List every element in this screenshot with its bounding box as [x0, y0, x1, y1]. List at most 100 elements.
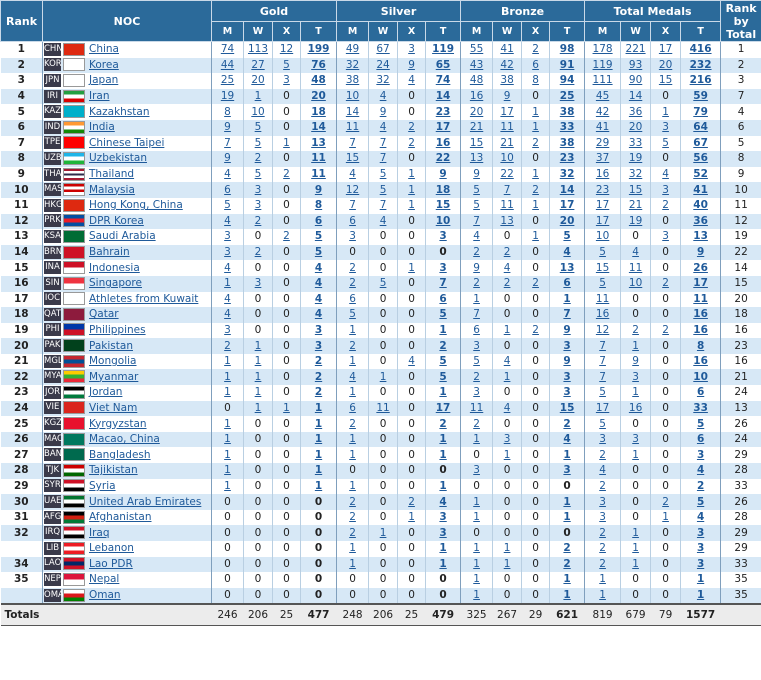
- medal-link[interactable]: 3: [439, 261, 447, 274]
- medal-link[interactable]: 1: [532, 105, 539, 118]
- medal-link[interactable]: 2: [283, 230, 290, 243]
- country-link[interactable]: Philippines: [89, 323, 146, 336]
- medal-link[interactable]: 10: [345, 90, 360, 103]
- medal-link[interactable]: 36: [628, 105, 643, 118]
- country-link[interactable]: Lao PDR: [89, 557, 133, 570]
- medal-link[interactable]: 232: [689, 58, 712, 71]
- medal-link[interactable]: 2: [349, 277, 356, 290]
- medal-link[interactable]: 1: [662, 105, 669, 118]
- medal-link[interactable]: 16: [595, 168, 610, 181]
- medal-link[interactable]: 3: [563, 464, 571, 477]
- medal-link[interactable]: 10: [595, 230, 610, 243]
- medal-link[interactable]: 3: [314, 323, 323, 336]
- medal-link[interactable]: 7: [503, 183, 511, 196]
- medal-link[interactable]: 6: [349, 292, 356, 305]
- medal-link[interactable]: 199: [307, 43, 330, 56]
- medal-link[interactable]: 41: [693, 183, 708, 196]
- medal-link[interactable]: 8: [696, 339, 705, 352]
- medal-link[interactable]: 33: [693, 401, 708, 414]
- medal-link[interactable]: 1: [254, 401, 262, 414]
- medal-link[interactable]: 13: [693, 230, 708, 243]
- medal-link[interactable]: 6: [696, 433, 705, 446]
- medal-link[interactable]: 4: [408, 355, 415, 368]
- medal-link[interactable]: 5: [473, 183, 480, 196]
- medal-link[interactable]: 4: [224, 308, 231, 321]
- medal-link[interactable]: 32: [345, 58, 360, 71]
- medal-link[interactable]: 2: [314, 386, 323, 399]
- medal-link[interactable]: 9: [224, 121, 231, 134]
- medal-link[interactable]: 3: [314, 339, 323, 352]
- medal-link[interactable]: 23: [595, 183, 610, 196]
- medal-link[interactable]: 22: [435, 152, 451, 165]
- medal-link[interactable]: 67: [693, 136, 708, 149]
- medal-link[interactable]: 11: [376, 401, 390, 414]
- medal-link[interactable]: 1: [254, 386, 262, 399]
- country-link[interactable]: Bahrain: [89, 246, 130, 259]
- medal-link[interactable]: 4: [563, 246, 571, 259]
- medal-link[interactable]: 16: [693, 355, 708, 368]
- medal-link[interactable]: 3: [563, 339, 571, 352]
- medal-link[interactable]: 42: [595, 105, 610, 118]
- medal-link[interactable]: 13: [311, 136, 326, 149]
- medal-link[interactable]: 4: [379, 121, 387, 134]
- medal-link[interactable]: 20: [469, 105, 484, 118]
- medal-link[interactable]: 2: [532, 43, 539, 56]
- medal-link[interactable]: 14: [628, 90, 643, 103]
- medal-link[interactable]: 19: [628, 214, 643, 227]
- medal-link[interactable]: 2: [532, 277, 539, 290]
- medal-link[interactable]: 17: [500, 105, 514, 118]
- medal-link[interactable]: 2: [563, 542, 571, 555]
- country-link[interactable]: Viet Nam: [89, 401, 138, 414]
- medal-link[interactable]: 1: [408, 168, 415, 181]
- medal-link[interactable]: 5: [379, 168, 387, 181]
- medal-link[interactable]: 7: [349, 199, 356, 212]
- medal-link[interactable]: 6: [563, 277, 571, 290]
- medal-link[interactable]: 14: [311, 121, 326, 134]
- medal-link[interactable]: 1: [314, 417, 323, 430]
- medal-link[interactable]: 3: [632, 433, 639, 446]
- medal-link[interactable]: 2: [662, 199, 669, 212]
- medal-link[interactable]: 8: [224, 105, 231, 118]
- medal-link[interactable]: 2: [314, 370, 323, 383]
- medal-link[interactable]: 3: [439, 526, 447, 539]
- medal-link[interactable]: 2: [563, 417, 571, 430]
- medal-link[interactable]: 20: [559, 214, 575, 227]
- medal-link[interactable]: 25: [220, 74, 235, 87]
- medal-link[interactable]: 1: [349, 323, 356, 336]
- medal-link[interactable]: 1: [314, 401, 323, 414]
- medal-link[interactable]: 14: [345, 105, 360, 118]
- medal-link[interactable]: 1: [408, 199, 415, 212]
- medal-link[interactable]: 5: [439, 308, 447, 321]
- medal-link[interactable]: 2: [349, 511, 356, 524]
- medal-link[interactable]: 16: [628, 401, 643, 414]
- medal-link[interactable]: 3: [473, 339, 480, 352]
- medal-link[interactable]: 7: [563, 308, 571, 321]
- medal-link[interactable]: 7: [439, 277, 447, 290]
- medal-link[interactable]: 90: [628, 74, 643, 87]
- medal-link[interactable]: 1: [532, 230, 539, 243]
- medal-link[interactable]: 4: [408, 74, 415, 87]
- medal-link[interactable]: 98: [559, 43, 575, 56]
- medal-link[interactable]: 5: [379, 183, 387, 196]
- medal-link[interactable]: 9: [439, 168, 447, 181]
- medal-link[interactable]: 2: [696, 479, 705, 492]
- medal-link[interactable]: 3: [473, 386, 480, 399]
- medal-link[interactable]: 64: [693, 121, 708, 134]
- medal-link[interactable]: 4: [439, 495, 447, 508]
- medal-link[interactable]: 5: [283, 58, 290, 71]
- medal-link[interactable]: 9: [632, 355, 639, 368]
- medal-link[interactable]: 10: [693, 370, 708, 383]
- medal-link[interactable]: 15: [345, 152, 360, 165]
- medal-link[interactable]: 24: [376, 58, 390, 71]
- medal-link[interactable]: 3: [696, 557, 705, 570]
- country-link[interactable]: Japan: [89, 74, 119, 87]
- medal-link[interactable]: 12: [279, 43, 294, 56]
- country-link[interactable]: Pakistan: [89, 339, 133, 352]
- medal-link[interactable]: 1: [254, 90, 262, 103]
- country-link[interactable]: DPR Korea: [89, 214, 144, 227]
- medal-link[interactable]: 3: [563, 386, 571, 399]
- medal-link[interactable]: 1: [349, 542, 356, 555]
- medal-link[interactable]: 2: [632, 323, 639, 336]
- country-link[interactable]: Bangladesh: [89, 448, 151, 461]
- medal-link[interactable]: 21: [500, 136, 514, 149]
